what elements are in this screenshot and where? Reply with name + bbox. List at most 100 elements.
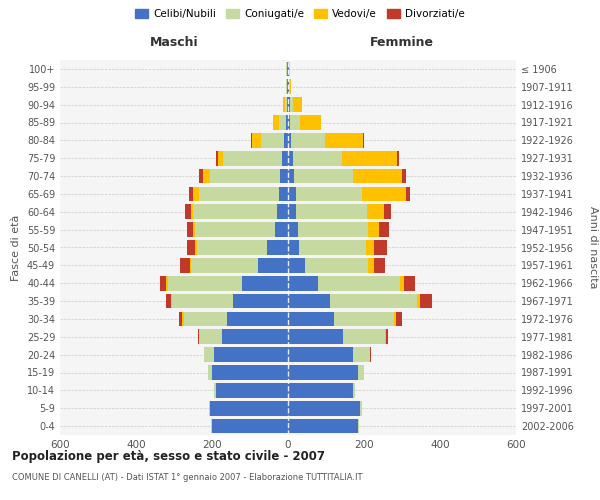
Bar — [216, 151, 218, 166]
Bar — [288, 240, 299, 255]
Bar — [187, 222, 193, 237]
Bar — [211, 419, 212, 434]
Bar — [160, 276, 166, 290]
Bar — [362, 186, 406, 201]
Bar — [360, 401, 362, 415]
Bar — [278, 186, 288, 201]
Bar — [284, 133, 288, 148]
Bar — [288, 186, 296, 201]
Bar — [299, 240, 366, 255]
Bar — [353, 383, 355, 398]
Bar — [221, 330, 288, 344]
Bar — [296, 204, 367, 219]
Bar — [280, 168, 288, 184]
Bar — [288, 98, 290, 112]
Bar — [199, 330, 221, 344]
Bar — [287, 80, 288, 94]
Bar — [397, 151, 399, 166]
Bar — [193, 222, 195, 237]
Bar — [385, 330, 386, 344]
Bar — [373, 258, 385, 272]
Bar — [330, 294, 417, 308]
Text: COMUNE DI CANELLI (AT) - Dati ISTAT 1° gennaio 2007 - Elaborazione TUTTITALIA.IT: COMUNE DI CANELLI (AT) - Dati ISTAT 1° g… — [12, 472, 362, 482]
Bar — [402, 168, 406, 184]
Bar — [353, 168, 402, 184]
Bar — [288, 419, 358, 434]
Bar — [384, 204, 391, 219]
Bar — [334, 312, 394, 326]
Bar — [187, 240, 195, 255]
Bar — [227, 312, 288, 326]
Bar — [223, 151, 283, 166]
Bar — [358, 365, 364, 380]
Bar — [288, 80, 289, 94]
Bar — [319, 276, 400, 290]
Y-axis label: Anni di nascita: Anni di nascita — [587, 206, 598, 289]
Bar — [286, 115, 288, 130]
Bar — [394, 312, 396, 326]
Bar — [290, 98, 293, 112]
Bar — [288, 383, 353, 398]
Bar — [195, 222, 275, 237]
Bar — [179, 312, 182, 326]
Bar — [190, 258, 191, 272]
Bar — [212, 419, 288, 434]
Bar — [286, 62, 287, 76]
Bar — [267, 240, 288, 255]
Bar — [288, 133, 291, 148]
Bar — [233, 294, 288, 308]
Bar — [290, 115, 300, 130]
Bar — [288, 222, 298, 237]
Bar — [191, 204, 193, 219]
Bar — [404, 276, 415, 290]
Bar — [288, 151, 293, 166]
Bar — [285, 98, 287, 112]
Bar — [273, 115, 278, 130]
Bar — [397, 312, 402, 326]
Bar — [191, 258, 257, 272]
Bar — [373, 240, 387, 255]
Bar — [168, 276, 242, 290]
Bar — [182, 312, 184, 326]
Bar — [363, 133, 364, 148]
Bar — [166, 294, 171, 308]
Bar — [342, 151, 397, 166]
Text: Popolazione per età, sesso e stato civile - 2007: Popolazione per età, sesso e stato civil… — [12, 450, 325, 463]
Bar — [287, 62, 288, 76]
Bar — [257, 258, 288, 272]
Bar — [386, 330, 388, 344]
Bar — [283, 151, 288, 166]
Bar — [288, 258, 305, 272]
Bar — [288, 294, 330, 308]
Bar — [275, 222, 288, 237]
Bar — [197, 240, 267, 255]
Bar — [184, 312, 227, 326]
Bar — [181, 258, 190, 272]
Bar — [288, 62, 289, 76]
Text: Maschi: Maschi — [149, 36, 199, 50]
Bar — [199, 168, 203, 184]
Bar — [212, 365, 288, 380]
Bar — [205, 348, 214, 362]
Bar — [214, 348, 288, 362]
Bar — [242, 276, 288, 290]
Bar — [210, 168, 280, 184]
Bar — [288, 276, 319, 290]
Bar — [290, 80, 292, 94]
Bar — [368, 222, 379, 237]
Bar — [288, 204, 296, 219]
Bar — [325, 133, 363, 148]
Bar — [379, 222, 389, 237]
Bar — [195, 240, 197, 255]
Bar — [166, 276, 168, 290]
Bar — [406, 186, 410, 201]
Bar — [298, 222, 368, 237]
Bar — [193, 204, 277, 219]
Bar — [172, 294, 233, 308]
Bar — [287, 98, 288, 112]
Bar — [288, 330, 343, 344]
Bar — [294, 168, 353, 184]
Text: Femmine: Femmine — [370, 36, 434, 50]
Bar — [305, 258, 368, 272]
Bar — [370, 348, 371, 362]
